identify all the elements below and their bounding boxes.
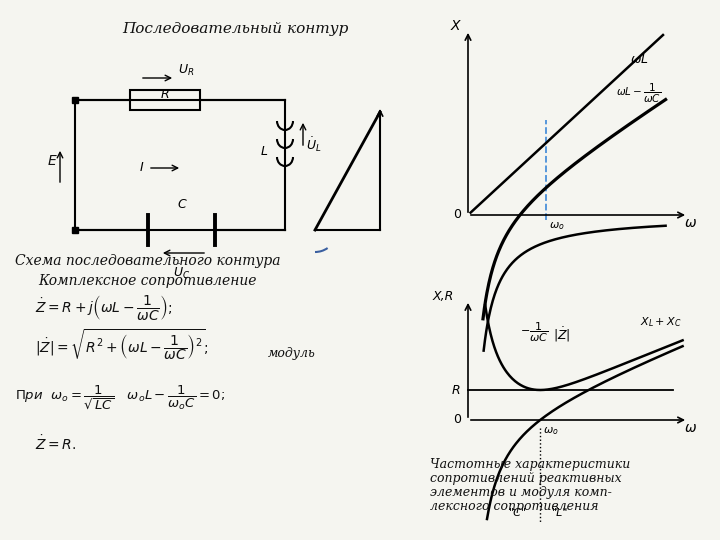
Text: $\omega_o$: $\omega_o$: [549, 220, 564, 232]
Text: $|\dot{Z}|$: $|\dot{Z}|$: [553, 326, 570, 345]
Text: R: R: [161, 87, 169, 100]
Text: Комплексное сопротивление: Комплексное сопротивление: [38, 274, 256, 288]
Text: $\Pi ри \ \ \omega_o = \dfrac{1}{\sqrt{LC}} \ \ \ \omega_o L - \dfrac{1}{\omega_: $\Pi ри \ \ \omega_o = \dfrac{1}{\sqrt{L…: [15, 384, 225, 413]
Text: E: E: [48, 154, 56, 168]
Text: лексного сопротивления: лексного сопротивления: [430, 500, 598, 513]
Text: 0: 0: [453, 208, 461, 221]
Text: "C": "C": [509, 508, 527, 518]
Text: элементов и модуля комп-: элементов и модуля комп-: [430, 486, 612, 499]
Text: $\omega$: $\omega$: [683, 216, 696, 230]
Text: Схема последовательного контура: Схема последовательного контура: [15, 254, 281, 268]
Text: Последовательный контур: Последовательный контур: [122, 22, 348, 36]
Text: 0: 0: [453, 413, 461, 426]
Text: $\omega_o$: $\omega_o$: [543, 425, 559, 437]
Text: R: R: [451, 383, 460, 396]
Text: C: C: [177, 198, 186, 211]
Text: сопротивлений реактивных: сопротивлений реактивных: [430, 472, 621, 485]
Text: $\dot{Z} = R.$: $\dot{Z} = R.$: [35, 434, 76, 453]
Text: $\omega L$: $\omega L$: [630, 53, 649, 66]
Text: X,R: X,R: [433, 290, 454, 303]
Text: $\omega$: $\omega$: [683, 421, 696, 435]
Text: L: L: [261, 145, 268, 158]
Text: $\.{U}_L$: $\.{U}_L$: [306, 136, 322, 154]
Text: I: I: [139, 161, 143, 174]
Text: $X_L + X_C$: $X_L + X_C$: [640, 315, 681, 329]
Text: $\dot{Z} = R + j\left(\omega L - \dfrac{1}{\omega C}\right);$: $\dot{Z} = R + j\left(\omega L - \dfrac{…: [35, 293, 172, 322]
Text: $-\dfrac{1}{\omega C}$: $-\dfrac{1}{\omega C}$: [520, 320, 549, 343]
Text: "L": "L": [552, 508, 568, 518]
Bar: [130, 90, 200, 110]
Text: $U_R$: $U_R$: [178, 63, 194, 78]
Text: модуль: модуль: [268, 347, 316, 360]
Text: $\.{U}_C$: $\.{U}_C$: [174, 262, 191, 281]
Text: $|\dot{Z}| = \sqrt{R^2 + \left(\omega L - \dfrac{1}{\omega C}\right)^2};$: $|\dot{Z}| = \sqrt{R^2 + \left(\omega L …: [35, 327, 208, 362]
Text: X: X: [451, 19, 460, 33]
Text: $\omega L - \dfrac{1}{\omega C}$: $\omega L - \dfrac{1}{\omega C}$: [616, 82, 661, 105]
Text: Частотные характеристики: Частотные характеристики: [430, 458, 630, 471]
